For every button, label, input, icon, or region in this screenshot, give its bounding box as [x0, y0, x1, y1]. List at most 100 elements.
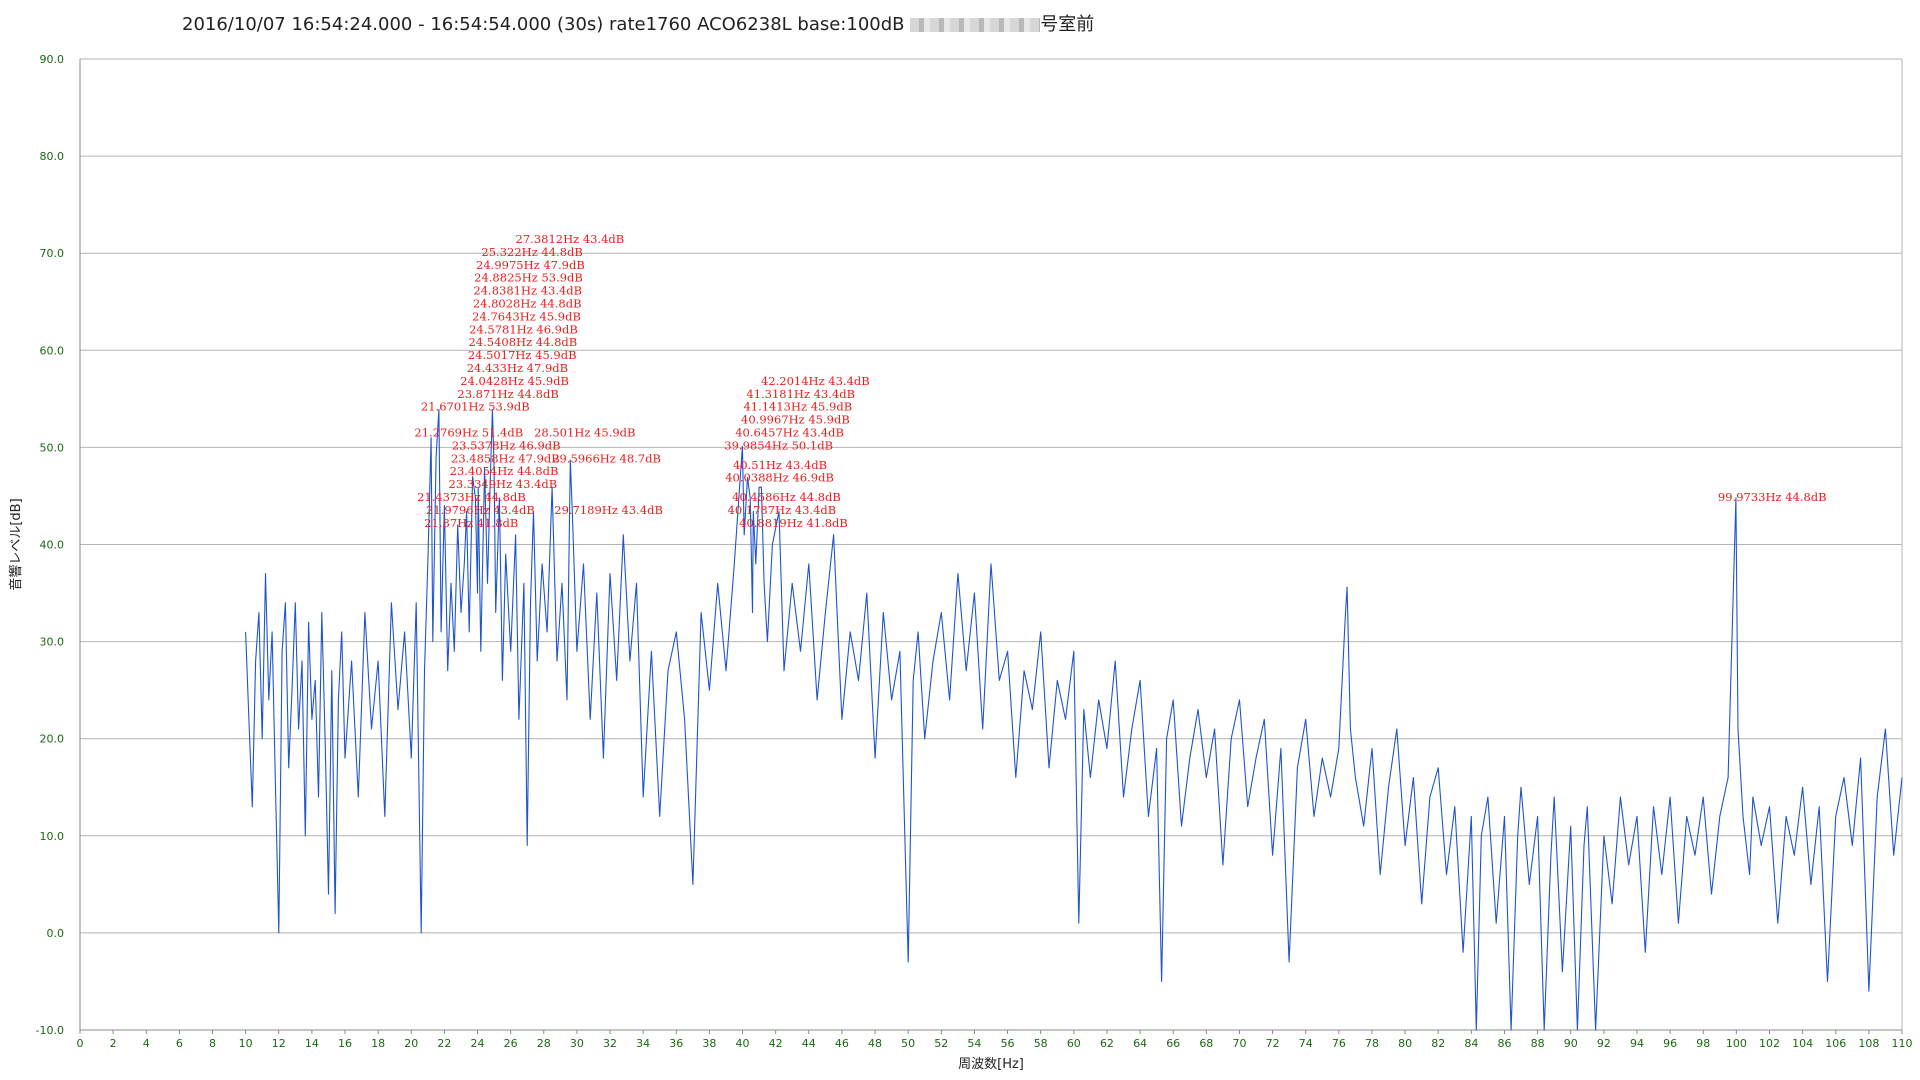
peak-label: 24.8028Hz 44.8dB: [473, 297, 582, 311]
x-tick-label: 44: [802, 1037, 816, 1050]
x-tick-label: 18: [371, 1037, 385, 1050]
x-tick-label: 30: [570, 1037, 584, 1050]
chart-title-suffix: 号室前: [1040, 14, 1095, 35]
y-tick-label: 40.0: [40, 539, 65, 552]
y-tick-label: 0.0: [47, 927, 65, 940]
redacted-location: [910, 18, 1041, 32]
x-tick-label: 90: [1564, 1037, 1578, 1050]
x-tick-label: 80: [1398, 1037, 1412, 1050]
x-tick-labels: 0 2 4 6 8 10 12 14 16 18 20 22 24 26 28 30 32 34 36 38 40 42 4…: [77, 1037, 1913, 1050]
x-tick-label: 22: [437, 1037, 451, 1050]
peak-label: 24.9975Hz 47.9dB: [476, 258, 585, 272]
peak-label: 40.0388Hz 46.9dB: [725, 471, 834, 485]
peak-label: 23.4858Hz 47.9dB: [451, 451, 560, 465]
peak-label: 29.5966Hz 48.7dB: [552, 451, 661, 465]
x-tick-label: 2: [110, 1037, 117, 1050]
peak-label: 28.501Hz 45.9dB: [534, 426, 635, 440]
y-tick-labels: -10.0 0.0 10.0 20.0 30.0 40.0 50.0 60.0 70.0 80.0…: [36, 53, 64, 1037]
y-axis-label: 音響レベル[dB]: [8, 498, 24, 590]
y-tick-label: 50.0: [40, 441, 65, 454]
peak-label: 40.6457Hz 43.4dB: [735, 426, 844, 440]
y-tick-label: -10.0: [36, 1024, 64, 1037]
chart-title-text: 2016/10/07 16:54:24.000 - 16:54:54.000 (…: [182, 14, 905, 35]
peak-label: 39.9854Hz 50.1dB: [724, 438, 833, 452]
x-tick-label: 54: [967, 1037, 981, 1050]
peak-label: 21.87Hz 41.8dB: [424, 516, 518, 530]
peak-label: 24.8825Hz 53.9dB: [474, 271, 583, 285]
x-tick-label: 34: [636, 1037, 650, 1050]
x-tick-label: 20: [404, 1037, 418, 1050]
x-tick-label: 76: [1332, 1037, 1346, 1050]
x-tick-label: 50: [901, 1037, 915, 1050]
series-line-0: [245, 408, 1903, 1031]
peak-label: 99.9733Hz 44.8dB: [1718, 490, 1827, 504]
x-axis-label: 周波数[Hz]: [958, 1057, 1024, 1072]
x-tick-label: 28: [537, 1037, 551, 1050]
peak-label: 24.8381Hz 43.4dB: [473, 284, 582, 298]
peak-label: 23.871Hz 44.8dB: [457, 387, 558, 401]
x-tick-label: 104: [1792, 1037, 1813, 1050]
peak-label: 24.5408Hz 44.8dB: [468, 335, 577, 349]
x-tick-label: 108: [1858, 1037, 1879, 1050]
x-tick-label: 6: [176, 1037, 183, 1050]
x-tick-label: 38: [702, 1037, 716, 1050]
peak-label: 21.6701Hz 53.9dB: [421, 400, 530, 414]
peak-label: 29.7189Hz 43.4dB: [554, 503, 663, 517]
x-tick-label: 110: [1892, 1037, 1913, 1050]
x-tick-label: 92: [1597, 1037, 1611, 1050]
x-tick-label: 106: [1825, 1037, 1846, 1050]
x-tick-label: 12: [272, 1037, 286, 1050]
series-layer: [245, 408, 1903, 1031]
x-tick-label: 66: [1166, 1037, 1180, 1050]
y-tick-label: 10.0: [40, 830, 65, 843]
x-tick-label: 60: [1067, 1037, 1081, 1050]
peak-label: 24.7643Hz 45.9dB: [472, 309, 581, 323]
y-tick-label: 80.0: [40, 150, 65, 163]
x-tick-label: 26: [504, 1037, 518, 1050]
peak-label: 40.8819Hz 41.8dB: [739, 516, 848, 530]
x-tick-label: 70: [1232, 1037, 1246, 1050]
x-tick-label: 82: [1431, 1037, 1445, 1050]
x-tick-label: 84: [1464, 1037, 1478, 1050]
x-tick-label: 4: [143, 1037, 150, 1050]
x-tick-label: 94: [1630, 1037, 1644, 1050]
x-tick-label: 100: [1726, 1037, 1747, 1050]
peak-label: 24.0428Hz 45.9dB: [460, 374, 569, 388]
peak-label: 25.322Hz 44.8dB: [481, 245, 582, 259]
chart-title: 2016/10/07 16:54:24.000 - 16:54:54.000 (…: [182, 10, 1094, 36]
axes: [79, 59, 1903, 1034]
x-tick-label: 98: [1696, 1037, 1710, 1050]
y-tick-label: 90.0: [40, 53, 65, 66]
gridlines: [80, 58, 1902, 1031]
x-tick-label: 40: [736, 1037, 750, 1050]
x-tick-label: 58: [1034, 1037, 1048, 1050]
x-tick-label: 8: [209, 1037, 216, 1050]
x-tick-label: 42: [769, 1037, 783, 1050]
x-tick-label: 46: [835, 1037, 849, 1050]
peak-label: 23.3349Hz 43.4dB: [449, 477, 558, 491]
y-tick-label: 70.0: [40, 247, 65, 260]
peak-label: 24.5781Hz 46.9dB: [469, 322, 578, 336]
x-tick-label: 52: [934, 1037, 948, 1050]
x-tick-label: 24: [471, 1037, 485, 1050]
x-tick-label: 86: [1497, 1037, 1511, 1050]
x-tick-label: 14: [305, 1037, 319, 1050]
x-tick-label: 78: [1365, 1037, 1379, 1050]
peak-label: 27.3812Hz 43.4dB: [516, 232, 625, 246]
y-tick-label: 30.0: [40, 636, 65, 649]
x-tick-label: 0: [77, 1037, 84, 1050]
x-tick-label: 72: [1266, 1037, 1280, 1050]
x-tick-label: 62: [1100, 1037, 1114, 1050]
y-tick-label: 20.0: [40, 733, 65, 746]
y-tick-label: 60.0: [40, 344, 65, 357]
x-tick-label: 102: [1759, 1037, 1780, 1050]
peak-label: 40.4586Hz 44.8dB: [732, 490, 841, 504]
peak-label: 23.4054Hz 44.8dB: [450, 464, 559, 478]
peak-label: 40.9967Hz 45.9dB: [741, 413, 850, 427]
x-tick-label: 68: [1199, 1037, 1213, 1050]
peak-label: 40.1787Hz 43.4dB: [728, 503, 837, 517]
peak-label: 40.51Hz 43.4dB: [733, 458, 827, 472]
x-tick-label: 64: [1133, 1037, 1147, 1050]
